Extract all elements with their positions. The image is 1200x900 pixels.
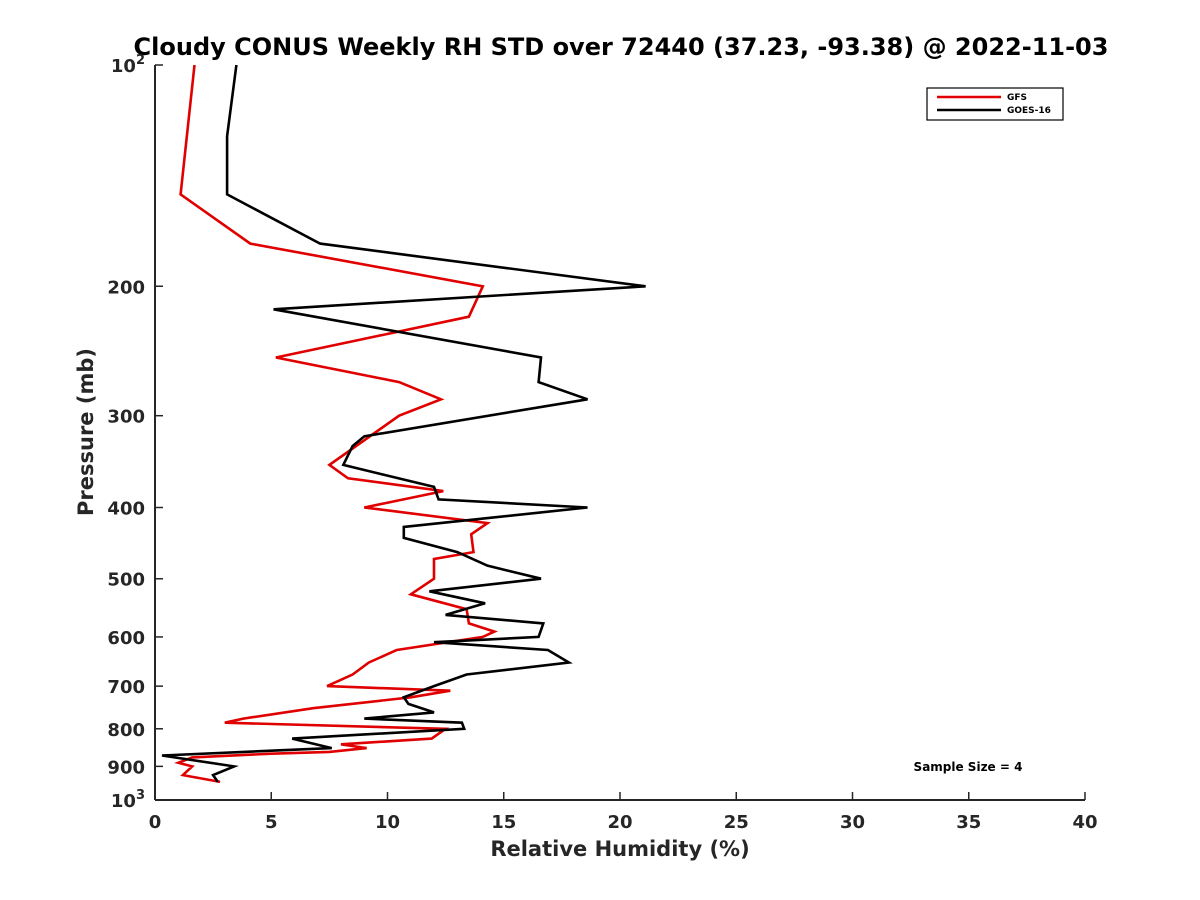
x-tick-label: 15 (491, 812, 516, 833)
y-tick-label: 700 (107, 677, 145, 698)
y-tick-label: 200 (107, 277, 145, 298)
x-tick-label: 10 (375, 812, 400, 833)
y-tick-label-exponent: 2 (136, 53, 145, 68)
series-line-gfs (174, 64, 498, 784)
y-tick-label: 103 (111, 788, 145, 812)
y-tick-label: 600 (107, 628, 145, 649)
legend-label-goes16: GOES-16 (1007, 106, 1051, 116)
x-tick-label: 20 (607, 812, 632, 833)
x-tick-label: 40 (1072, 812, 1097, 833)
x-tick-label: 5 (265, 812, 278, 833)
y-tick-label: 400 (107, 499, 145, 520)
x-tick-label: 0 (149, 812, 162, 833)
legend: GFS GOES-16 (926, 87, 1064, 121)
y-tick-label-base: 10 (111, 791, 136, 812)
y-tick-label: 300 (107, 407, 145, 428)
legend-box (926, 87, 1064, 121)
y-tick-label: 800 (107, 720, 145, 741)
legend-label-gfs: GFS (1007, 93, 1027, 103)
y-tick-label: 500 (107, 570, 145, 591)
x-tick-label: 25 (724, 812, 749, 833)
x-tick-label: 30 (840, 812, 865, 833)
series-line-goes-16 (161, 64, 646, 783)
y-tick-label-exponent: 3 (136, 788, 145, 803)
x-tick-label: 35 (956, 812, 981, 833)
y-tick-label: 102 (111, 53, 145, 77)
y-tick-label-base: 10 (111, 56, 136, 77)
chart-title: Cloudy CONUS Weekly RH STD over 72440 (3… (134, 33, 1109, 61)
y-axis-label: Pressure (mb) (74, 348, 98, 516)
x-axis-label: Relative Humidity (%) (490, 837, 749, 861)
sample-size-annotation: Sample Size = 4 (914, 760, 1023, 774)
y-tick-label: 900 (107, 757, 145, 778)
